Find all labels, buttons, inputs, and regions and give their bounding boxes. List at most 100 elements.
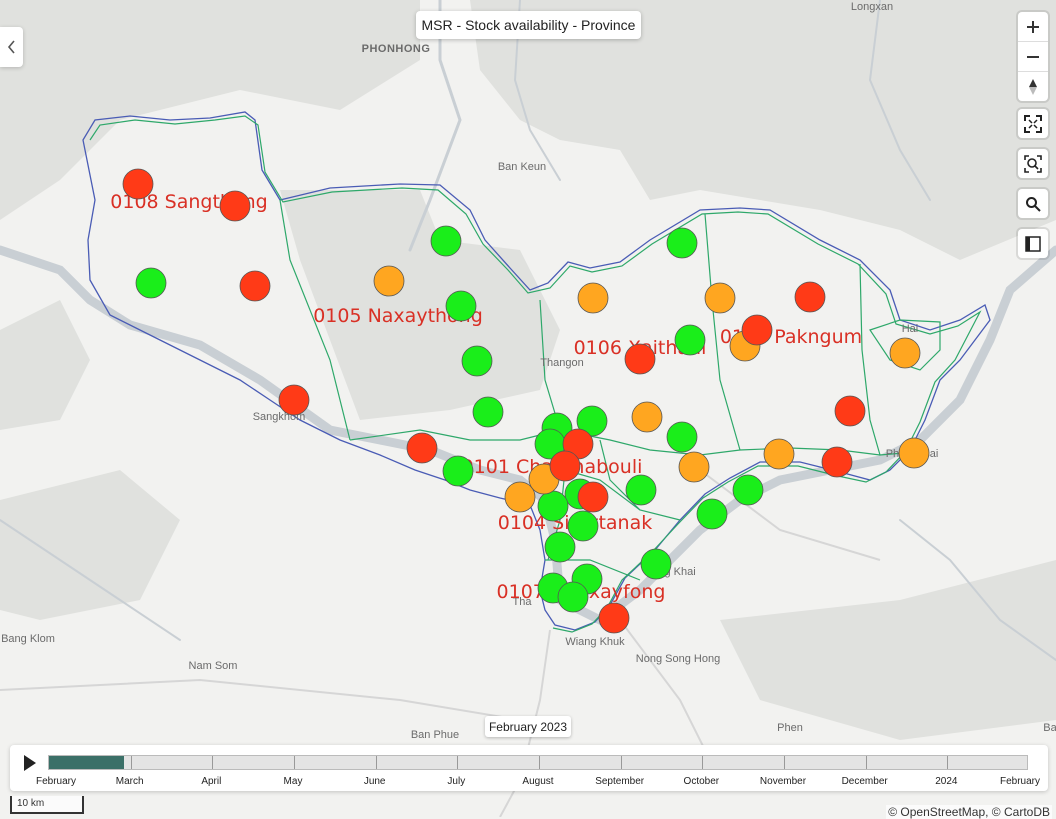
timeline-tick bbox=[375, 756, 377, 769]
timeline-month-label: 2024 bbox=[935, 776, 958, 787]
stock-marker-available[interactable] bbox=[674, 324, 706, 356]
plus-icon bbox=[1027, 20, 1039, 33]
place-label: Thangon bbox=[540, 357, 583, 369]
stock-marker-low[interactable] bbox=[704, 282, 736, 314]
stock-marker-available[interactable] bbox=[625, 474, 657, 506]
legend-button[interactable] bbox=[1018, 229, 1048, 258]
stock-marker-out[interactable] bbox=[239, 270, 271, 302]
minus-icon bbox=[1027, 55, 1039, 58]
place-label: Wiang Khuk bbox=[565, 636, 625, 648]
stock-marker-available[interactable] bbox=[537, 490, 569, 522]
stock-marker-low[interactable] bbox=[504, 481, 536, 513]
zoom-extent-control bbox=[1018, 149, 1048, 178]
stock-marker-low[interactable] bbox=[631, 401, 663, 433]
timeline-month-label: May bbox=[283, 776, 303, 787]
play-button[interactable] bbox=[22, 754, 38, 772]
map-title: MSR - Stock availability - Province bbox=[416, 11, 641, 39]
timeline-month-label: November bbox=[759, 776, 807, 787]
reset-north-button[interactable] bbox=[1018, 71, 1048, 101]
fullscreen-control bbox=[1018, 109, 1048, 138]
place-label: Nong Song Hong bbox=[636, 653, 720, 665]
stock-marker-available[interactable] bbox=[557, 581, 589, 613]
timeline-tick bbox=[294, 756, 295, 769]
timeline-track[interactable] bbox=[48, 755, 1028, 770]
stock-marker-out[interactable] bbox=[821, 446, 853, 478]
stock-marker-available[interactable] bbox=[461, 345, 493, 377]
attribution: © OpenStreetMap, © CartoDB bbox=[886, 805, 1052, 819]
timeline-progress bbox=[49, 756, 125, 769]
stock-marker-available[interactable] bbox=[666, 227, 698, 259]
stock-marker-available[interactable] bbox=[640, 548, 672, 580]
chevron-left-icon bbox=[7, 40, 15, 54]
place-label: Ban Phue bbox=[411, 729, 459, 741]
timeline-tick bbox=[702, 756, 704, 769]
stock-marker-available[interactable] bbox=[576, 405, 608, 437]
timeline-month-label: September bbox=[595, 776, 645, 787]
collapse-panel-button[interactable] bbox=[0, 27, 23, 67]
place-label: Phen bbox=[777, 722, 803, 734]
timeline-tick bbox=[130, 756, 132, 769]
stock-marker-available[interactable] bbox=[567, 510, 599, 542]
stock-marker-available[interactable] bbox=[445, 290, 477, 322]
legend-control bbox=[1018, 229, 1048, 258]
stock-marker-out[interactable] bbox=[741, 314, 773, 346]
timeline-month-label: February bbox=[35, 776, 77, 787]
play-icon bbox=[24, 755, 36, 771]
stock-marker-low[interactable] bbox=[577, 282, 609, 314]
stock-marker-available[interactable] bbox=[442, 455, 474, 487]
place-label: Ba bbox=[1043, 722, 1056, 734]
timeline-month-label: February bbox=[999, 776, 1041, 787]
stock-marker-available[interactable] bbox=[666, 421, 698, 453]
timeline-month-label: October bbox=[683, 776, 720, 787]
stock-marker-available[interactable] bbox=[544, 531, 576, 563]
stock-marker-low[interactable] bbox=[678, 451, 710, 483]
timeline-month-label: July bbox=[447, 776, 466, 787]
stock-marker-out[interactable] bbox=[406, 432, 438, 464]
stock-marker-out[interactable] bbox=[598, 602, 630, 634]
place-label: Bang Klom bbox=[1, 633, 55, 645]
zoom-controls bbox=[1018, 12, 1048, 101]
stock-marker-available[interactable] bbox=[732, 474, 764, 506]
place-label: Longxan bbox=[851, 1, 893, 13]
stock-marker-out[interactable] bbox=[278, 384, 310, 416]
fullscreen-button[interactable] bbox=[1018, 109, 1048, 138]
stock-marker-low[interactable] bbox=[763, 438, 795, 470]
stock-marker-out[interactable] bbox=[549, 450, 581, 482]
stock-marker-out[interactable] bbox=[219, 190, 251, 222]
stock-marker-out[interactable] bbox=[794, 281, 826, 313]
timeline-tick bbox=[212, 756, 214, 769]
stock-marker-available[interactable] bbox=[472, 396, 504, 428]
stock-marker-low[interactable] bbox=[889, 337, 921, 369]
zoom-in-button[interactable] bbox=[1018, 12, 1048, 41]
compass-icon bbox=[1029, 78, 1037, 95]
timeline-month-label: March bbox=[115, 776, 144, 787]
time-slider: February March April May June July August Septe… bbox=[10, 745, 1048, 791]
current-date-label: February 2023 bbox=[485, 716, 571, 737]
search-icon bbox=[1026, 196, 1041, 212]
stock-marker-available[interactable] bbox=[696, 498, 728, 530]
stock-marker-low[interactable] bbox=[898, 437, 930, 469]
timeline-month-label: August bbox=[522, 776, 554, 787]
stock-marker-available[interactable] bbox=[430, 225, 462, 257]
search-button[interactable] bbox=[1018, 189, 1048, 218]
place-label: Tha bbox=[513, 596, 533, 608]
stock-marker-out[interactable] bbox=[122, 168, 154, 200]
legend-panel-icon bbox=[1025, 235, 1041, 252]
zoom-extent-button[interactable] bbox=[1018, 149, 1048, 178]
district-label: 0105 Naxaythong bbox=[313, 305, 483, 327]
place-label: PHONHONG bbox=[362, 43, 431, 55]
timeline-tick bbox=[539, 756, 540, 769]
stock-marker-out[interactable] bbox=[624, 343, 656, 375]
timeline-tick bbox=[865, 756, 867, 769]
stock-marker-out[interactable] bbox=[577, 481, 609, 513]
stock-marker-available[interactable] bbox=[135, 267, 167, 299]
stock-marker-low[interactable] bbox=[373, 265, 405, 297]
zoom-out-button[interactable] bbox=[1018, 41, 1048, 71]
fullscreen-icon bbox=[1024, 114, 1042, 133]
search-control bbox=[1018, 189, 1048, 218]
scale-bar: 10 km bbox=[10, 796, 84, 814]
stock-marker-out[interactable] bbox=[834, 395, 866, 427]
timeline-tick bbox=[457, 756, 459, 769]
place-label: Hai bbox=[902, 323, 919, 335]
